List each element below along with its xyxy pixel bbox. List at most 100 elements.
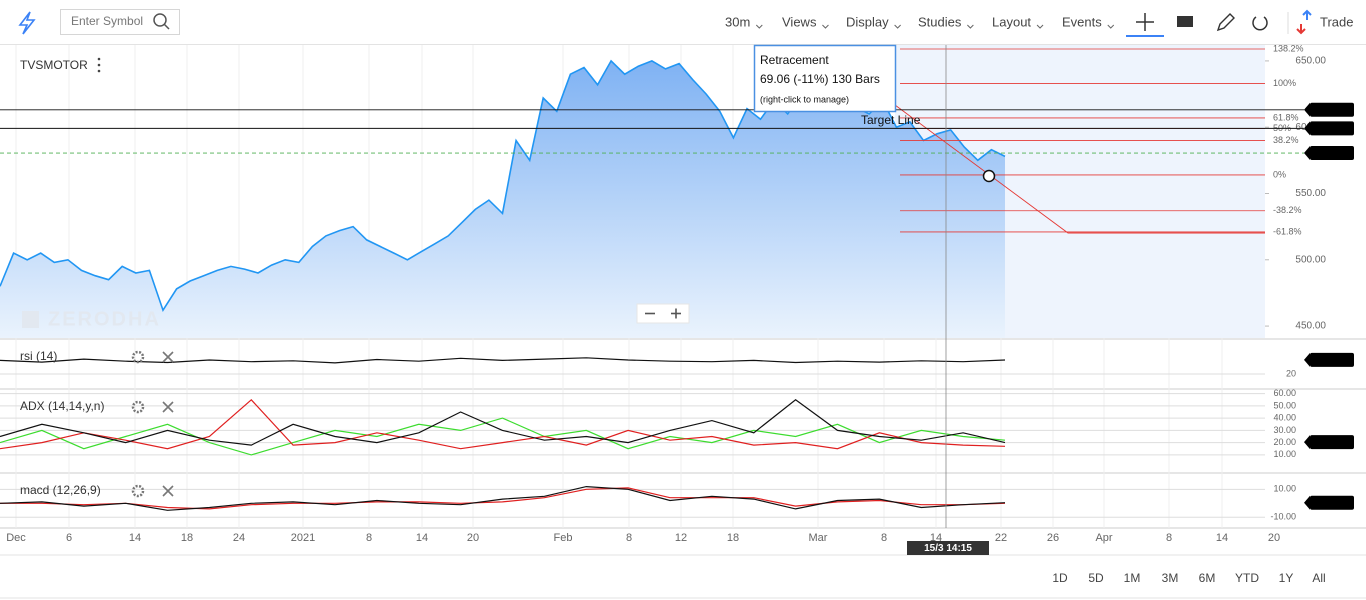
y-tick-label: 450.00 [1295,321,1326,332]
trade-button[interactable]: Trade [1320,14,1353,29]
range-button[interactable]: YTD [1235,571,1259,585]
y-tick-label: 20.00 [1273,437,1296,447]
watermark: ZERODHA [48,308,161,330]
menu-chevron [1036,24,1044,29]
settings-icon[interactable] [131,400,145,414]
settings-icon[interactable] [131,350,145,364]
price-tag [1310,146,1354,161]
y-tick-label: 650.00 [1295,56,1326,67]
x-tick-label: 8 [1166,532,1172,544]
trade-down-arrow [1296,24,1306,35]
x-tick-label: 22 [995,532,1007,544]
range-button[interactable]: 1Y [1279,571,1294,585]
y-tick-label: 50.00 [1273,400,1296,410]
x-tick-label: Dec [6,532,26,544]
price-tag-pointer [1304,146,1310,161]
remove-icon[interactable] [162,351,174,363]
range-button[interactable]: 6M [1199,571,1216,585]
indicator-line [0,399,1006,446]
menu-item[interactable]: 30m [725,14,750,29]
x-tick-label: 20 [1268,532,1280,544]
fib-label: 138.2% [1273,43,1304,53]
indicator-line [0,357,1006,364]
menu-dot[interactable] [97,69,101,73]
indicator-title: ADX (14,14,y,n) [20,399,104,413]
search-icon-handle [163,23,170,30]
fib-label: 38.2% [1273,135,1299,145]
x-tick-label: 26 [1047,532,1059,544]
watermark-logo [22,311,39,328]
range-button[interactable]: 5D [1088,571,1104,585]
x-tick-label: 14 [1216,532,1228,544]
indicator-line [0,487,1006,510]
remove-icon[interactable] [162,401,174,413]
x-tick-label: 2021 [291,532,315,544]
range-button[interactable]: 3M [1162,571,1179,585]
logo-icon[interactable] [18,11,36,35]
fib-label: -38.2% [1273,205,1302,215]
y-tick-label: 20 [1286,368,1296,378]
indicator-line [0,398,1006,450]
y-tick-label: -10.00 [1270,512,1296,522]
y-tick-label: 10.00 [1273,449,1296,459]
fib-label: -61.8% [1273,226,1302,236]
retracement-box [753,44,897,113]
settings-icon[interactable] [131,484,145,498]
fib-label: 0% [1273,169,1286,179]
trade-up-arrow [1302,9,1312,20]
price-tag-pointer [1304,102,1310,117]
x-tick-label: 24 [233,532,245,544]
price-tag [1310,495,1354,510]
x-tick-label: 8 [881,532,887,544]
range-button[interactable]: 1M [1124,571,1141,585]
x-tick-label: 14 [930,532,942,544]
crosshair-label: 15/3 14:15 [924,543,972,554]
menu-dot[interactable] [97,63,101,67]
y-tick-label: 60.00 [1273,388,1296,398]
remove-icon[interactable] [162,485,174,497]
price-tag [1310,435,1354,450]
x-tick-label: 8 [626,532,632,544]
menu-item[interactable]: Layout [992,14,1031,29]
menu-item[interactable]: Views [782,14,817,29]
menu-item[interactable]: Events [1062,14,1102,29]
range-button[interactable]: All [1312,571,1325,585]
menu-item[interactable]: Display [846,14,889,29]
x-tick-label: 18 [181,532,193,544]
x-tick-label: 6 [66,532,72,544]
zoom-control[interactable] [636,303,690,324]
search-icon[interactable] [153,13,167,27]
x-tick-label: Feb [554,532,573,544]
price-tag-pointer [1304,495,1310,510]
range-button[interactable]: 1D [1052,571,1068,585]
comment-tool[interactable] [1177,16,1193,27]
drag-handle[interactable] [982,169,996,183]
price-tag [1310,352,1354,367]
x-tick-label: 18 [727,532,739,544]
menu-chevron [894,24,901,29]
menu-item[interactable]: Studies [918,14,962,29]
retracement-note: (right-click to manage) [760,94,849,104]
y-tick-label: 500.00 [1295,254,1326,265]
fib-label: 50% [1273,123,1291,133]
retracement-detail: 69.06 (-11%) 130 Bars [760,72,880,86]
x-tick-label: Mar [809,532,828,544]
indicator-title: macd (12,26,9) [20,483,101,497]
indicator-title: rsi (14) [20,349,57,363]
fib-label: 100% [1273,78,1296,88]
reset-tool[interactable] [1252,16,1268,31]
x-tick-label: 14 [129,532,141,544]
indicator-line [0,485,1006,511]
fib-label: 61.8% [1273,112,1299,122]
x-tick-label: Apr [1095,532,1112,544]
menu-chevron [1107,24,1115,29]
menu-dot[interactable] [97,57,101,61]
x-tick-label: 8 [366,532,372,544]
draw-tool[interactable] [1216,13,1235,32]
crosshair-label-bg [907,541,989,555]
x-tick-label: 20 [467,532,479,544]
y-tick-label: 30.00 [1273,425,1296,435]
y-tick-label: 40.00 [1273,413,1296,423]
price-tag [1310,121,1354,136]
